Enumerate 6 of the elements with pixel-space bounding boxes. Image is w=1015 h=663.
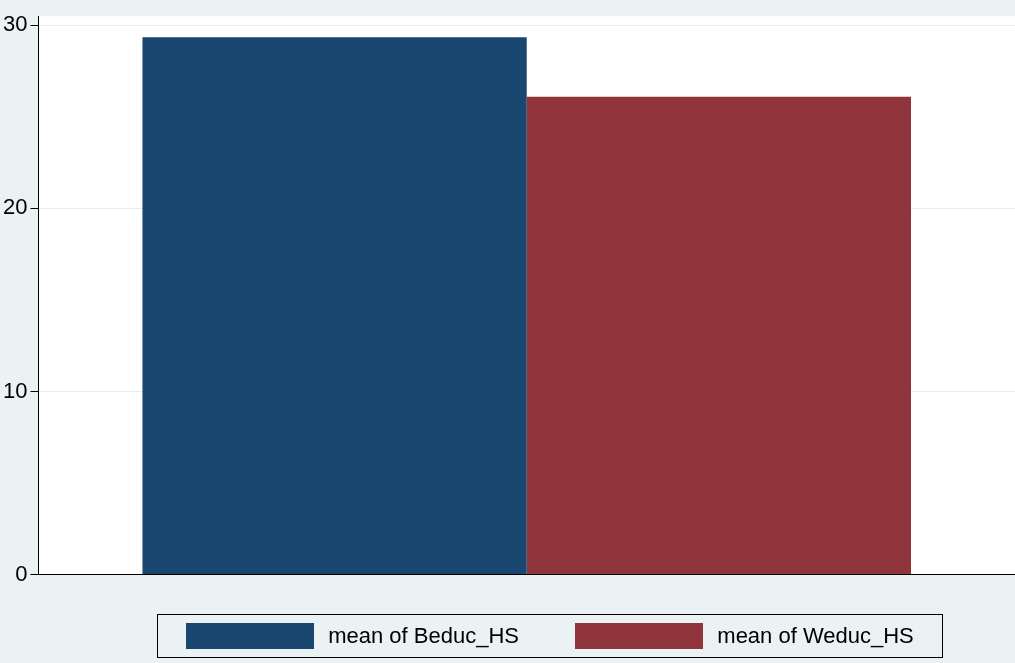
y-tick-label: 30 xyxy=(2,11,28,37)
y-tick-label: 10 xyxy=(2,377,28,403)
y-tick-label: 20 xyxy=(2,194,28,220)
text: mean of Beduc_HS xyxy=(328,623,519,649)
text: mean of Weduc_HS xyxy=(717,623,914,649)
y-tick-label: 0 xyxy=(15,560,28,586)
